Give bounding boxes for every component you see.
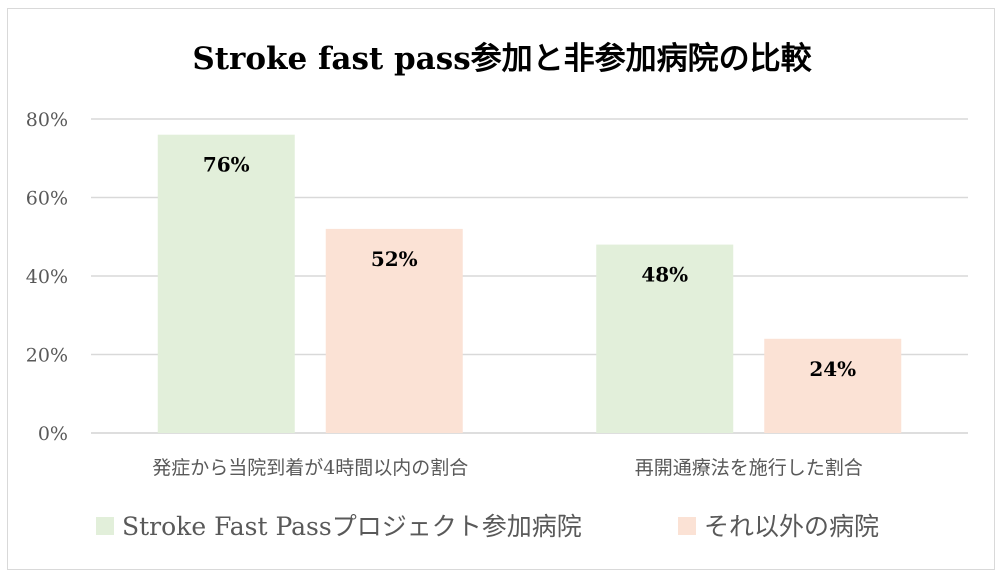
- data-label-series2-category2: 24%: [809, 357, 856, 381]
- legend: Stroke Fast Passプロジェクト参加病院 それ以外の病院: [96, 512, 879, 541]
- legend-swatch-2: [678, 517, 696, 535]
- y-tick-label-0: 0%: [38, 423, 68, 445]
- data-labels: 76% 52% 48% 24%: [203, 153, 856, 381]
- bar-series2-category1: [325, 228, 463, 433]
- bar-series2-category2: [764, 338, 902, 433]
- data-label-series1-category2: 48%: [641, 263, 688, 287]
- data-label-series1-category1: 76%: [203, 153, 250, 177]
- bars: [157, 134, 902, 433]
- legend-swatch-1: [96, 517, 114, 535]
- x-category-label-2: 再開通療法を施行した割合: [635, 457, 863, 479]
- chart-frame: Stroke fast pass参加と非参加病院の比較 0% 20% 40% 60% 8…: [7, 8, 995, 570]
- x-axis-category-labels: 発症から当院到着が4時間以内の割合 再開通療法を施行した割合: [152, 457, 863, 479]
- bar-series1-category1: [157, 134, 295, 433]
- chart-svg: Stroke fast pass参加と非参加病院の比較 0% 20% 40% 60% 8…: [26, 41, 968, 541]
- legend-label-1: Stroke Fast Passプロジェクト参加病院: [122, 512, 582, 541]
- y-axis-tick-labels: 0% 20% 40% 60% 80%: [26, 109, 68, 445]
- x-category-label-1: 発症から当院到着が4時間以内の割合: [152, 457, 468, 479]
- y-tick-label-80: 80%: [26, 109, 68, 131]
- data-label-series2-category1: 52%: [371, 247, 418, 271]
- y-tick-label-20: 20%: [26, 345, 68, 367]
- legend-label-2: それ以外の病院: [704, 512, 879, 541]
- bar-series1-category2: [596, 244, 734, 433]
- y-tick-label-40: 40%: [26, 266, 68, 288]
- chart-title: Stroke fast pass参加と非参加病院の比較: [192, 41, 812, 77]
- y-tick-label-60: 60%: [26, 188, 68, 210]
